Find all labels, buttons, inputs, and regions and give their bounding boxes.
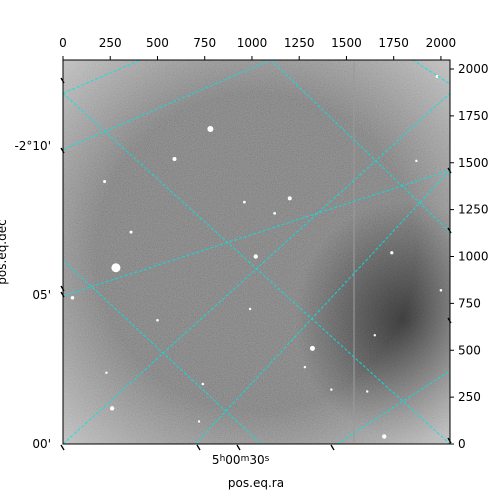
star [129, 230, 133, 234]
world-tick [447, 167, 452, 174]
coordinate-grid [63, 60, 450, 444]
world-tick [60, 444, 65, 451]
world-axes: 5h00m30s -2°10' 05' 00' [14, 77, 452, 467]
star [105, 371, 108, 374]
grid-line [63, 60, 141, 94]
grid-line [63, 169, 450, 297]
y-axis-label: pos.eq.dec [0, 219, 9, 284]
star [70, 295, 75, 300]
world-tick [236, 444, 241, 451]
star [207, 126, 214, 132]
world-tick [60, 291, 65, 298]
world-tick [60, 285, 65, 292]
top-tick-label: 2000 [426, 36, 457, 50]
grid-line [63, 60, 272, 151]
sky-image [63, 60, 450, 444]
dec-tick-label: -2°10' [14, 139, 51, 153]
star [156, 318, 159, 322]
star [303, 365, 307, 369]
star [253, 254, 258, 259]
star [415, 159, 418, 163]
right-axis: 0 250 500 750 1000 1250 1500 1750 2000 [450, 62, 489, 451]
star [309, 345, 315, 351]
world-tick [447, 317, 452, 324]
star [287, 196, 292, 201]
grid-line [194, 169, 450, 444]
star [201, 382, 205, 386]
plot-frame [62, 59, 451, 445]
star [366, 390, 369, 393]
star [373, 334, 376, 337]
top-tick-label: 750 [193, 36, 216, 50]
top-tick-label: 0 [59, 36, 67, 50]
star [103, 180, 107, 183]
star [172, 157, 177, 161]
top-tick-label: 500 [146, 36, 169, 50]
ra-tick-label: 5h00m30s [212, 453, 270, 467]
world-tick [60, 77, 65, 84]
x-axis-label: pos.eq.ra [228, 476, 284, 490]
top-tick-label: 1500 [331, 36, 362, 50]
world-tick [447, 227, 452, 234]
dec-tick-label: 00' [32, 437, 51, 451]
right-tick-label: 750 [458, 296, 481, 310]
right-tick-label: 1250 [458, 203, 489, 217]
star [273, 211, 277, 215]
right-tick-label: 0 [458, 437, 466, 451]
star [330, 388, 333, 391]
star [435, 75, 439, 78]
top-tick-label: 1750 [378, 36, 409, 50]
star [243, 200, 246, 204]
top-tick-label: 1000 [237, 36, 268, 50]
top-tick-label: 250 [99, 36, 122, 50]
grid-line [412, 60, 450, 85]
world-tick [60, 147, 65, 154]
world-tick [447, 437, 452, 444]
grid-line [63, 93, 450, 444]
star [248, 307, 252, 311]
right-tick-label: 500 [458, 343, 481, 357]
star [109, 406, 115, 411]
grid-line [63, 259, 262, 444]
right-tick-label: 1000 [458, 250, 489, 264]
top-tick-label: 1250 [284, 36, 315, 50]
top-axis: 0 250 500 750 1000 1250 1500 1750 2000 [59, 36, 456, 60]
world-tick [196, 444, 201, 451]
star [439, 288, 443, 292]
right-tick-label: 2000 [458, 62, 489, 76]
bright-edge-vignette [63, 60, 450, 444]
right-tick-label: 1500 [458, 156, 489, 170]
star [197, 420, 201, 423]
right-tick-label: 250 [458, 390, 481, 404]
star [111, 263, 121, 273]
star [390, 251, 394, 255]
grid-line [270, 60, 450, 233]
right-tick-label: 1750 [458, 109, 489, 123]
stars-layer [70, 75, 443, 439]
dec-tick-label: 05' [32, 288, 51, 302]
world-tick [330, 444, 335, 451]
star [382, 434, 387, 439]
grid-line [336, 370, 450, 444]
